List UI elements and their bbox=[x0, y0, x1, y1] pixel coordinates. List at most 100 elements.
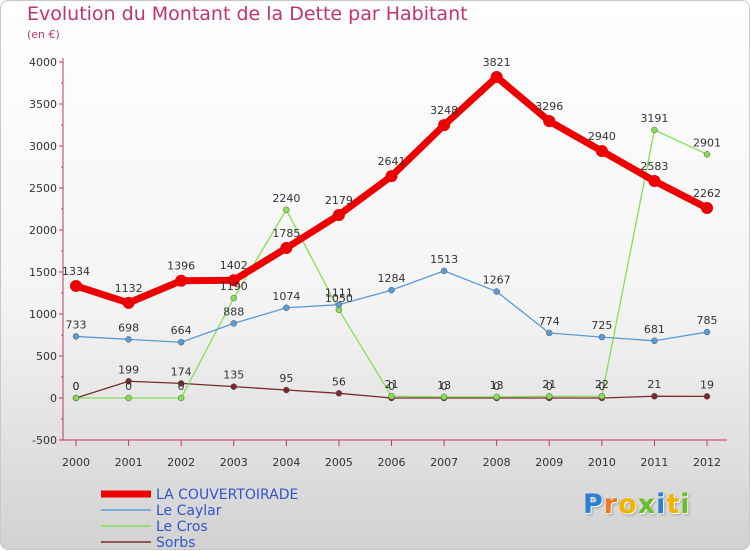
data-point bbox=[125, 394, 132, 402]
logo-letter: r bbox=[603, 489, 619, 520]
data-label: 0 bbox=[546, 380, 553, 393]
data-label: 1513 bbox=[430, 253, 458, 266]
data-point bbox=[490, 71, 503, 84]
x-tick-label: 2006 bbox=[378, 456, 406, 469]
data-label: 1785 bbox=[272, 227, 300, 240]
data-label: 0 bbox=[73, 380, 80, 393]
data-point bbox=[177, 338, 185, 346]
data-label: 1284 bbox=[378, 272, 406, 285]
data-point bbox=[438, 119, 451, 132]
data-point bbox=[546, 392, 553, 400]
x-tick-label: 2004 bbox=[272, 456, 300, 469]
data-label: 21 bbox=[542, 378, 556, 391]
data-label: 56 bbox=[332, 375, 346, 388]
data-point bbox=[283, 386, 290, 394]
x-tick-label: 2010 bbox=[588, 456, 616, 469]
logo-letter: t bbox=[666, 489, 681, 520]
data-label: 0 bbox=[388, 380, 395, 393]
data-label: 0 bbox=[598, 380, 605, 393]
data-label: 664 bbox=[171, 324, 192, 337]
x-tick-label: 2000 bbox=[62, 456, 90, 469]
data-point bbox=[651, 337, 658, 345]
data-point bbox=[651, 126, 658, 134]
y-tick-label: 2000 bbox=[29, 224, 57, 237]
data-label: 1050 bbox=[325, 292, 353, 305]
data-label: 19 bbox=[700, 378, 714, 391]
data-label: 135 bbox=[223, 369, 244, 382]
y-tick-label: 1500 bbox=[29, 266, 57, 279]
data-label: 698 bbox=[118, 321, 139, 334]
data-label: 2641 bbox=[378, 155, 406, 168]
logo-letter: i bbox=[680, 489, 691, 520]
data-point bbox=[703, 393, 711, 400]
data-label: 2240 bbox=[272, 192, 300, 205]
data-label: 0 bbox=[73, 380, 80, 393]
data-point bbox=[230, 320, 237, 327]
data-point bbox=[125, 378, 132, 385]
data-point bbox=[332, 208, 345, 221]
data-label: 0 bbox=[125, 380, 132, 393]
y-tick-label: 3500 bbox=[29, 98, 57, 111]
data-label: 0 bbox=[441, 380, 448, 393]
data-point bbox=[175, 274, 188, 287]
data-label: 1190 bbox=[220, 280, 248, 293]
x-tick-label: 2002 bbox=[167, 456, 195, 469]
data-label: 3191 bbox=[640, 112, 668, 125]
data-point bbox=[388, 392, 395, 400]
data-point bbox=[283, 206, 290, 214]
data-label: 1111 bbox=[325, 287, 353, 300]
data-point bbox=[230, 383, 237, 390]
data-point bbox=[177, 380, 185, 387]
data-point bbox=[177, 394, 185, 402]
proxiti-logo: Proxiti bbox=[583, 489, 691, 520]
data-point bbox=[335, 301, 343, 308]
data-label: 95 bbox=[279, 372, 293, 385]
chart-subtitle: (en €) bbox=[27, 28, 60, 41]
x-tick-label: 2001 bbox=[115, 456, 143, 469]
data-point bbox=[703, 151, 711, 158]
data-label: 774 bbox=[539, 315, 560, 328]
y-tick-label: 4000 bbox=[29, 56, 57, 69]
data-point bbox=[648, 175, 661, 188]
data-point bbox=[493, 393, 500, 401]
data-point bbox=[335, 390, 343, 397]
data-label: 733 bbox=[66, 318, 87, 331]
data-label: 2901 bbox=[693, 136, 721, 149]
data-label: 1074 bbox=[272, 290, 300, 303]
data-label: 13 bbox=[437, 379, 451, 392]
data-label: 0 bbox=[178, 380, 185, 393]
data-point bbox=[703, 328, 711, 336]
y-tick-label: 0 bbox=[50, 392, 57, 405]
data-label: 2262 bbox=[693, 187, 721, 200]
x-tick-label: 2011 bbox=[640, 456, 668, 469]
data-point bbox=[598, 392, 606, 400]
data-point bbox=[546, 329, 553, 337]
x-tick-label: 2005 bbox=[325, 456, 353, 469]
data-point bbox=[122, 296, 135, 309]
data-label: 174 bbox=[171, 365, 192, 378]
data-point bbox=[283, 304, 290, 312]
data-label: 888 bbox=[223, 305, 244, 318]
data-label: 681 bbox=[644, 323, 665, 336]
data-point bbox=[230, 294, 237, 302]
y-tick-label: -500 bbox=[32, 434, 57, 447]
data-label: 22 bbox=[595, 378, 609, 391]
logo-letter: x bbox=[637, 489, 657, 520]
data-label: 21 bbox=[647, 378, 661, 391]
data-point bbox=[440, 267, 448, 275]
data-point bbox=[70, 279, 82, 292]
data-label: 21 bbox=[385, 378, 399, 391]
x-tick-label: 2009 bbox=[535, 456, 563, 469]
legend-label: Sorbs bbox=[156, 535, 195, 551]
data-point bbox=[651, 392, 658, 400]
data-point bbox=[385, 170, 398, 183]
data-label: 3248 bbox=[430, 104, 458, 117]
data-label: 1267 bbox=[483, 274, 511, 287]
data-label: 3821 bbox=[483, 56, 511, 69]
data-point bbox=[440, 393, 448, 401]
data-point bbox=[598, 333, 606, 341]
x-tick-label: 2007 bbox=[430, 456, 458, 469]
data-point bbox=[227, 274, 240, 287]
